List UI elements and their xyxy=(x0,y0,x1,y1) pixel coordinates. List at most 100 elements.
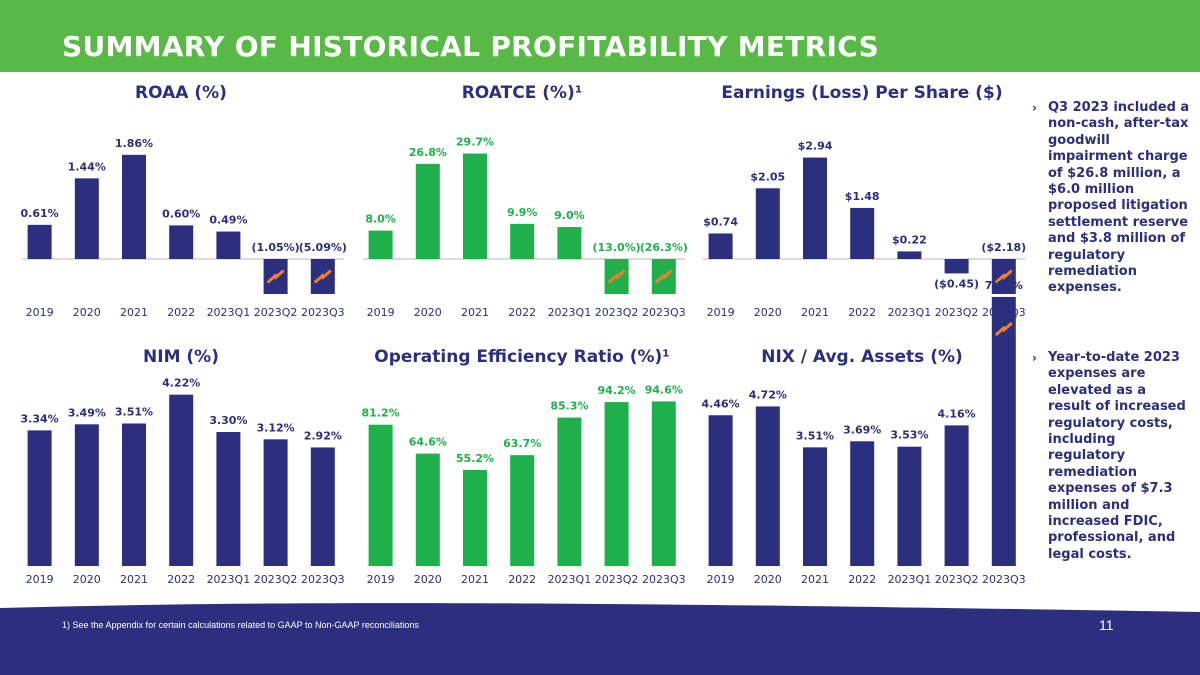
bar xyxy=(368,230,393,259)
data-label: 3.12% xyxy=(257,421,295,434)
data-label: $2.05 xyxy=(750,170,785,183)
bar xyxy=(850,441,875,566)
tick-label: 2020 xyxy=(73,573,101,586)
tick-label: 2023Q3 xyxy=(301,573,345,586)
data-label: 0.60% xyxy=(162,207,200,220)
bar xyxy=(897,251,922,259)
header-bar xyxy=(0,0,1200,72)
tick-label: 2019 xyxy=(26,573,54,586)
tick-label: 2023Q3 xyxy=(642,306,686,319)
tick-label: 2019 xyxy=(367,306,395,319)
tick-label: 2023Q2 xyxy=(595,306,639,319)
bar xyxy=(708,233,733,259)
tick-label: 2019 xyxy=(707,573,735,586)
tick-label: 2019 xyxy=(707,306,735,319)
tick-label: 2023Q2 xyxy=(595,573,639,586)
tick-label: 2023Q2 xyxy=(935,306,979,319)
note-q3-impairment: › Q3 2023 included a non-cash, after-tax… xyxy=(1032,100,1192,297)
data-label: (5.09%) xyxy=(299,241,347,254)
tick-label: 2023Q1 xyxy=(888,573,932,586)
bar xyxy=(604,402,629,566)
data-label: $1.48 xyxy=(845,190,880,203)
bar xyxy=(216,231,241,259)
chart-title: Operating Efficiency Ratio (%)¹ xyxy=(374,347,669,367)
data-label: $2.94 xyxy=(798,140,833,153)
tick-label: 2023Q3 xyxy=(982,573,1026,586)
bar xyxy=(216,432,241,566)
axis-break-mark xyxy=(607,269,626,284)
data-label: 26.8% xyxy=(409,146,447,159)
data-label: 94.6% xyxy=(645,383,683,396)
bar xyxy=(510,223,535,259)
tick-label: 2023Q1 xyxy=(548,306,592,319)
data-label: ($0.45) xyxy=(934,277,979,290)
tick-label: 2023Q1 xyxy=(888,306,932,319)
axis-break-mark xyxy=(266,269,285,284)
chart-title: Earnings (Loss) Per Share ($) xyxy=(721,83,1002,103)
data-label: 1.44% xyxy=(68,160,106,173)
tick-label: 2022 xyxy=(848,306,876,319)
tick-label: 2021 xyxy=(120,573,148,586)
tick-label: 2023Q2 xyxy=(935,573,979,586)
tick-label: 2022 xyxy=(848,573,876,586)
tick-label: 2023Q3 xyxy=(301,306,345,319)
bar xyxy=(463,153,487,259)
bar xyxy=(415,163,440,259)
footer-band xyxy=(0,603,1200,675)
data-label: 3.51% xyxy=(796,429,834,442)
bar xyxy=(803,447,827,566)
tick-label: 2023Q2 xyxy=(254,306,298,319)
bar xyxy=(755,188,780,259)
bar xyxy=(850,207,875,259)
data-label: 4.46% xyxy=(702,397,740,410)
data-label: 63.7% xyxy=(503,437,541,450)
note-text: Q3 2023 included a non-cash, after-tax g… xyxy=(1048,100,1190,296)
data-label: 9.9% xyxy=(507,206,538,219)
axis-break-mark xyxy=(313,269,332,284)
tick-label: 2023Q1 xyxy=(207,306,251,319)
tick-label: 2021 xyxy=(461,306,489,319)
chevron-right-icon: › xyxy=(1032,101,1037,115)
data-label: 85.3% xyxy=(550,400,588,413)
data-label: (13.0%) xyxy=(592,241,640,254)
data-label: 81.2% xyxy=(362,407,400,420)
data-label: 4.16% xyxy=(938,407,976,420)
tick-label: 2022 xyxy=(508,573,536,586)
data-label: 29.7% xyxy=(456,136,494,149)
bar xyxy=(991,296,1016,566)
data-label: 4.22% xyxy=(162,377,200,390)
tick-label: 2020 xyxy=(73,306,101,319)
data-label: 55.2% xyxy=(456,452,494,465)
chart-title: NIX / Avg. Assets (%) xyxy=(761,347,963,367)
bar xyxy=(755,406,780,566)
data-label: (1.05%) xyxy=(251,241,299,254)
bar xyxy=(122,154,146,259)
data-label: 9.0% xyxy=(554,209,585,222)
axis-break-mark xyxy=(994,321,1013,337)
axis-break-mark xyxy=(994,269,1013,284)
chart-title: NIM (%) xyxy=(143,347,219,367)
bar xyxy=(74,178,99,259)
data-label: 3.51% xyxy=(115,405,153,418)
bar xyxy=(368,424,393,566)
bar xyxy=(263,439,288,566)
bar xyxy=(415,453,440,566)
bar xyxy=(944,259,969,274)
data-label: 0.49% xyxy=(209,214,247,227)
tick-label: 2023Q3 xyxy=(642,573,686,586)
data-label: 3.53% xyxy=(890,429,928,442)
charts-area: ROAA (%) 0.61% 2019 1.44% 2020 1.86% 2021 0.60%… xyxy=(21,83,1027,586)
page-title: SUMMARY OF HISTORICAL PROFITABILITY METR… xyxy=(62,30,880,63)
chart-title: ROAA (%) xyxy=(135,83,227,103)
data-label: 3.49% xyxy=(68,406,106,419)
bar xyxy=(122,423,146,566)
tick-label: 2020 xyxy=(754,573,782,586)
data-label: $0.74 xyxy=(703,215,738,228)
chevron-right-icon: › xyxy=(1032,351,1037,365)
bar xyxy=(27,430,52,566)
tick-label: 2020 xyxy=(754,306,782,319)
bar xyxy=(169,225,194,259)
tick-label: 2022 xyxy=(508,306,536,319)
bar xyxy=(463,469,487,566)
data-label: 94.2% xyxy=(598,384,636,397)
